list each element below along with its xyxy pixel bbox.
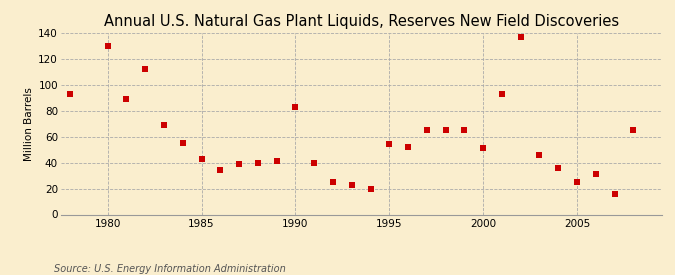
Point xyxy=(178,141,188,145)
Text: Source: U.S. Energy Information Administration: Source: U.S. Energy Information Administ… xyxy=(54,264,286,274)
Point xyxy=(271,159,282,164)
Title: Annual U.S. Natural Gas Plant Liquids, Reserves New Field Discoveries: Annual U.S. Natural Gas Plant Liquids, R… xyxy=(103,14,619,29)
Point xyxy=(196,156,207,161)
Point xyxy=(403,145,414,149)
Point xyxy=(215,168,225,173)
Point xyxy=(252,160,263,165)
Point xyxy=(308,160,319,165)
Point xyxy=(234,162,244,166)
Point xyxy=(497,92,508,96)
Point xyxy=(65,92,76,96)
Point xyxy=(384,142,395,147)
Point xyxy=(478,146,489,151)
Point xyxy=(572,180,583,184)
Point xyxy=(628,128,639,133)
Point xyxy=(609,192,620,196)
Point xyxy=(440,128,451,133)
Point xyxy=(459,128,470,133)
Point xyxy=(515,35,526,39)
Point xyxy=(327,180,338,184)
Point xyxy=(365,186,376,191)
Point xyxy=(121,97,132,101)
Y-axis label: Million Barrels: Million Barrels xyxy=(24,87,34,161)
Point xyxy=(103,44,113,48)
Point xyxy=(290,105,301,109)
Point xyxy=(553,166,564,170)
Point xyxy=(140,67,151,72)
Point xyxy=(534,153,545,157)
Point xyxy=(159,123,169,127)
Point xyxy=(421,128,432,133)
Point xyxy=(346,183,357,187)
Point xyxy=(591,172,601,177)
